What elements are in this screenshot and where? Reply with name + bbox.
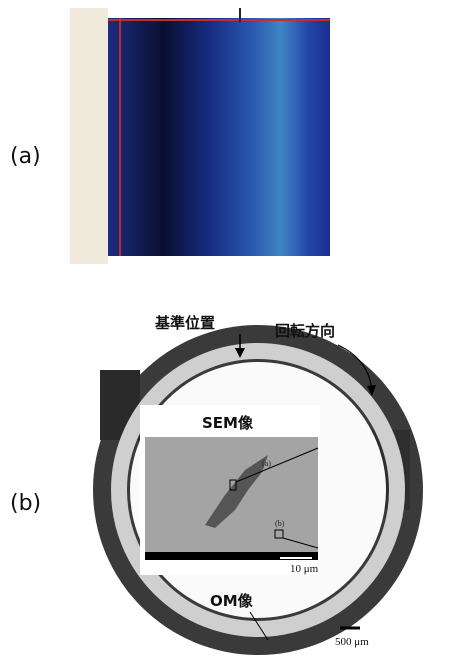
pointer xyxy=(249,611,269,641)
heatmap xyxy=(108,18,330,256)
rotation-label: 回転方向 xyxy=(275,322,335,340)
arrowhead xyxy=(235,348,245,358)
panel-b: (a) (b) 10 μm SEM像 OM像 500 μm 基準位置 回転方向 … xyxy=(10,314,423,655)
pointer xyxy=(235,447,319,483)
particle xyxy=(205,455,268,528)
sem-scale: 10 μm xyxy=(290,563,319,575)
panel-label: (a) xyxy=(10,144,41,169)
sem-info-bar xyxy=(145,552,318,560)
panel-label: (b) xyxy=(10,491,41,516)
arrowhead xyxy=(367,385,376,396)
om-label: OM像 xyxy=(210,592,254,610)
marker-box xyxy=(274,529,284,539)
axis-strip xyxy=(70,8,108,264)
sem-label: SEM像 xyxy=(202,414,254,432)
sem-marker: (b) xyxy=(275,519,285,528)
ring xyxy=(111,343,405,637)
reference-label: 基準位置 xyxy=(154,314,215,332)
om-scale: 500 μm xyxy=(335,636,369,648)
marker-box xyxy=(229,479,237,491)
sem-marker: (a) xyxy=(262,459,271,468)
pointer xyxy=(282,537,319,549)
panel-a: (a) xyxy=(10,8,330,264)
